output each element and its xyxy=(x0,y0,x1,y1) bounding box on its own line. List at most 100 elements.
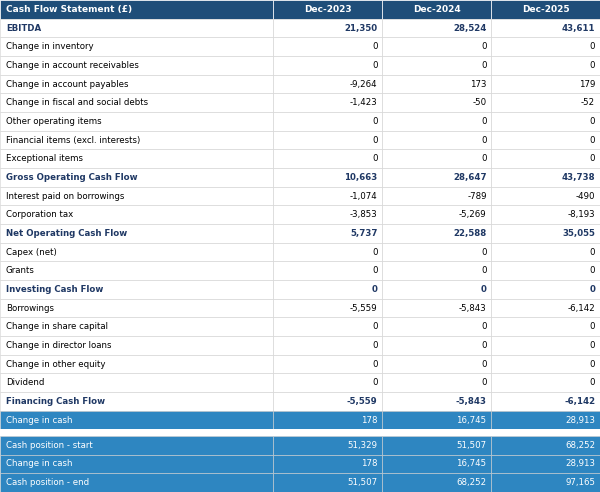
Text: 28,647: 28,647 xyxy=(453,173,487,182)
Bar xyxy=(273,75,382,93)
Text: 0: 0 xyxy=(372,61,377,70)
Text: Borrowings: Borrowings xyxy=(6,304,54,312)
Bar xyxy=(273,187,382,205)
Bar xyxy=(491,75,600,93)
Text: Other operating items: Other operating items xyxy=(6,117,101,126)
Bar xyxy=(382,436,491,455)
Text: 179: 179 xyxy=(579,80,595,89)
Bar xyxy=(0,131,273,150)
Bar xyxy=(491,224,600,243)
Text: 0: 0 xyxy=(372,42,377,51)
Text: 0: 0 xyxy=(372,360,377,369)
Bar xyxy=(273,37,382,56)
Text: Investing Cash Flow: Investing Cash Flow xyxy=(6,285,103,294)
Text: EBITDA: EBITDA xyxy=(6,24,41,32)
Text: 0: 0 xyxy=(481,61,487,70)
Bar xyxy=(491,317,600,336)
Text: 16,745: 16,745 xyxy=(457,460,487,468)
Text: Financing Cash Flow: Financing Cash Flow xyxy=(6,397,105,406)
Text: 28,913: 28,913 xyxy=(565,416,595,425)
Text: Change in cash: Change in cash xyxy=(6,460,73,468)
Bar xyxy=(0,75,273,93)
Text: 43,738: 43,738 xyxy=(562,173,595,182)
Text: Dividend: Dividend xyxy=(6,378,44,387)
Bar xyxy=(491,0,600,19)
Bar xyxy=(273,430,382,436)
Bar xyxy=(0,373,273,392)
Bar xyxy=(273,131,382,150)
Bar xyxy=(0,112,273,131)
Text: 0: 0 xyxy=(372,341,377,350)
Bar xyxy=(273,455,382,473)
Text: -5,843: -5,843 xyxy=(455,397,487,406)
Bar xyxy=(273,317,382,336)
Text: Cash position - start: Cash position - start xyxy=(6,441,93,450)
Text: Gross Operating Cash Flow: Gross Operating Cash Flow xyxy=(6,173,137,182)
Text: Dec-2023: Dec-2023 xyxy=(304,5,352,14)
Text: -5,843: -5,843 xyxy=(459,304,487,312)
Bar xyxy=(273,19,382,37)
Bar xyxy=(491,131,600,150)
Bar xyxy=(0,261,273,280)
Text: 97,165: 97,165 xyxy=(565,478,595,487)
Bar xyxy=(0,473,273,492)
Text: Change in fiscal and social debts: Change in fiscal and social debts xyxy=(6,98,148,107)
Bar xyxy=(0,436,273,455)
Text: Dec-2024: Dec-2024 xyxy=(413,5,461,14)
Bar xyxy=(491,243,600,261)
Bar xyxy=(273,355,382,373)
Text: 0: 0 xyxy=(481,266,487,275)
Text: -8,193: -8,193 xyxy=(568,210,595,219)
Bar xyxy=(273,473,382,492)
Text: 178: 178 xyxy=(361,416,377,425)
Bar xyxy=(382,430,491,436)
Bar xyxy=(491,373,600,392)
Bar xyxy=(0,299,273,317)
Text: 178: 178 xyxy=(361,460,377,468)
Text: -1,074: -1,074 xyxy=(350,191,377,201)
Bar xyxy=(0,280,273,299)
Bar xyxy=(491,168,600,187)
Text: 68,252: 68,252 xyxy=(565,441,595,450)
Bar xyxy=(491,280,600,299)
Text: Corporation tax: Corporation tax xyxy=(6,210,73,219)
Text: 5,737: 5,737 xyxy=(350,229,377,238)
Bar xyxy=(0,392,273,411)
Bar xyxy=(491,56,600,75)
Text: 0: 0 xyxy=(372,378,377,387)
Bar xyxy=(0,187,273,205)
Bar xyxy=(0,355,273,373)
Text: 0: 0 xyxy=(481,42,487,51)
Bar xyxy=(273,392,382,411)
Text: Change in director loans: Change in director loans xyxy=(6,341,112,350)
Bar xyxy=(273,436,382,455)
Bar xyxy=(382,373,491,392)
Text: -52: -52 xyxy=(581,98,595,107)
Text: Change in share capital: Change in share capital xyxy=(6,322,108,331)
Bar xyxy=(382,0,491,19)
Text: 68,252: 68,252 xyxy=(457,478,487,487)
Bar xyxy=(273,373,382,392)
Bar xyxy=(273,299,382,317)
Bar xyxy=(0,168,273,187)
Bar xyxy=(491,299,600,317)
Text: Cash Flow Statement (£): Cash Flow Statement (£) xyxy=(6,5,132,14)
Text: -9,264: -9,264 xyxy=(350,80,377,89)
Bar xyxy=(382,392,491,411)
Bar xyxy=(273,150,382,168)
Bar xyxy=(382,19,491,37)
Bar xyxy=(382,150,491,168)
Bar xyxy=(491,336,600,355)
Bar xyxy=(0,93,273,112)
Bar xyxy=(0,243,273,261)
Bar xyxy=(491,19,600,37)
Bar xyxy=(0,19,273,37)
Text: 0: 0 xyxy=(481,117,487,126)
Text: 10,663: 10,663 xyxy=(344,173,377,182)
Text: 0: 0 xyxy=(481,154,487,163)
Text: 0: 0 xyxy=(481,247,487,256)
Text: 0: 0 xyxy=(590,247,595,256)
Text: 0: 0 xyxy=(481,360,487,369)
Text: 0: 0 xyxy=(590,154,595,163)
Text: Interest paid on borrowings: Interest paid on borrowings xyxy=(6,191,124,201)
